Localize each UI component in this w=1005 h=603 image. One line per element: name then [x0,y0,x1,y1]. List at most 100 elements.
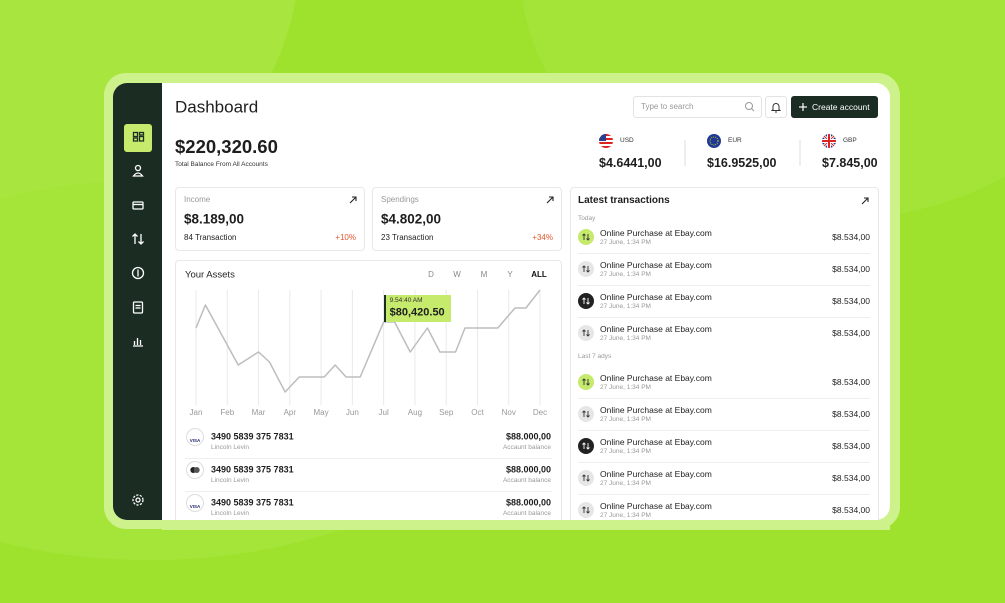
create-account-button[interactable] [791,96,878,118]
period-tab[interactable]: ALL [531,270,547,279]
transaction-amount: $8.534,00 [832,231,870,242]
period-tab[interactable]: D [428,270,434,279]
transaction-title[interactable]: Online Purchase at Ebay.com [600,436,712,447]
currency-value: $4.6441,00 [599,155,662,170]
transaction-date: 27 June, 1:34 PM [600,447,651,455]
transaction-title[interactable]: Online Purchase at Ebay.com [600,500,712,511]
transaction-title[interactable]: Online Purchase at Ebay.com [600,227,712,238]
icon-arrows [582,233,590,241]
transaction-amount: $8.534,00 [832,327,870,338]
mc-right [193,467,200,473]
transaction-date: 27 June, 1:34 PM [600,238,651,246]
row-divider [578,285,870,286]
card-amount: $88.000,00 [505,464,551,475]
icon-arrows [582,474,590,482]
nav-dashboard[interactable] [132,131,145,142]
transaction-amount: $8.534,00 [832,408,870,419]
row-divider [578,398,870,399]
row-divider [578,430,870,431]
currency-value: $7.845,00 [822,155,878,170]
card-amount: $88.000,00 [505,497,551,508]
open-link[interactable] [546,196,554,204]
period-tab[interactable]: W [453,270,461,279]
assets-panel [175,260,562,530]
currency-code: USD [620,136,634,144]
flag-gbp [822,134,836,148]
transaction-icon [578,502,594,518]
currency-flags [599,134,836,166]
nav-icons [131,131,145,506]
arrow-icon [861,197,869,205]
nav-payments[interactable] [131,266,145,280]
transaction-date: 27 June, 1:34 PM [600,383,651,391]
nav-cards[interactable] [132,201,144,210]
currency-code: GBP [843,136,857,144]
nav-reports[interactable] [132,301,144,314]
nav-profile[interactable] [132,164,144,177]
arrow-icon [546,196,554,204]
page-title: Dashboard [175,97,259,117]
icon-circle [578,502,594,518]
spendings-card [372,187,562,251]
icon-circle [578,325,594,341]
group-label: Today [578,214,596,222]
card-holder: Lincoln Levin [211,443,249,451]
income-card [175,187,365,251]
tooltip-value: $80,420.50 [389,306,445,319]
nav-analytics[interactable] [133,338,143,347]
notifications-button[interactable] [765,96,787,118]
search-box[interactable] [633,96,762,118]
icon-circle [578,229,594,245]
bottom-mask [162,520,890,530]
currency-code: EUR [728,136,742,144]
x-tick-label: Oct [471,408,484,417]
card-amount-label: Accaunt balance [502,476,551,484]
period-tab[interactable]: M [480,270,488,279]
transaction-date: 27 June, 1:34 PM [600,270,651,278]
open-link[interactable] [861,197,869,205]
transaction-title[interactable]: Online Purchase at Ebay.com [600,372,712,383]
row-divider [185,491,552,492]
x-tick-label: May [314,408,329,417]
card-change: +34% [532,233,553,242]
card-brand-icon [186,461,204,479]
open-link[interactable] [349,196,357,204]
x-tick-label: Feb [220,408,234,417]
total-balance-label: Total Balance From All Accounts [175,160,268,168]
search-icon [745,102,755,112]
transaction-title[interactable]: Online Purchase at Ebay.com [600,323,712,334]
card-holder: Lincoln Levin [211,476,249,484]
x-tick-label: Mar [252,408,266,417]
period-tab[interactable]: Y [507,270,513,279]
transaction-amount: $8.534,00 [832,440,870,451]
row-divider [578,462,870,463]
icon-arrows [582,265,590,273]
icon-arrows [582,378,590,386]
x-tick-label: Sep [439,408,454,417]
create-account-label[interactable]: Create account [812,101,870,112]
icon-circle [578,374,594,390]
nav-settings[interactable] [132,494,144,506]
nav-transfers[interactable] [132,233,144,245]
transaction-date: 27 June, 1:34 PM [600,511,651,519]
chart-tooltip [383,295,451,322]
card-brand: VISA [189,437,201,443]
icon-arrows [582,410,590,418]
search-placeholder[interactable]: Type to search [641,102,694,111]
transaction-title[interactable]: Online Purchase at Ebay.com [600,291,712,302]
icon-circle [578,261,594,277]
icon-arrows [582,297,590,305]
transaction-amount: $8.534,00 [832,472,870,483]
card-amount: $4.802,00 [381,211,442,227]
transaction-icon [578,229,594,245]
card-amount: $88.000,00 [505,431,551,442]
transaction-title[interactable]: Online Purchase at Ebay.com [600,404,712,415]
row-divider [578,317,870,318]
plus-icon [799,103,807,111]
transaction-title[interactable]: Online Purchase at Ebay.com [600,468,712,479]
card-change: +10% [335,233,356,242]
currency-value: $16.9525,00 [707,155,777,170]
brand-circle [186,494,204,512]
transaction-title[interactable]: Online Purchase at Ebay.com [600,259,712,270]
